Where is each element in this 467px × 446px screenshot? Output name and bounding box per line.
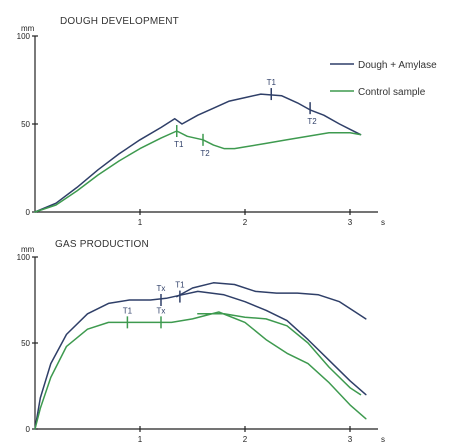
series-line-extra-3 (197, 313, 362, 396)
marker-label-t1: T1 (123, 306, 133, 315)
marker-label-t2: T2 (307, 117, 317, 126)
x-axis-label: s (381, 435, 385, 444)
x-tick-label-1: 1 (138, 218, 143, 227)
y-tick-label-100: 100 (17, 32, 31, 41)
gas-production-title: GAS PRODUCTION (55, 239, 149, 250)
x-tick-label-1: 1 (138, 435, 143, 444)
legend-label-control-sample: Control sample (358, 87, 426, 98)
dough-development-panel: DOUGH DEVELOPMENT Dough + Amylase Contro… (17, 16, 437, 227)
x-tick-label-2: 2 (243, 435, 248, 444)
y-axis-label: mm (21, 24, 35, 33)
y-tick-label-50: 50 (21, 120, 30, 129)
x-tick-label-3: 3 (348, 435, 353, 444)
series-line-extra-2 (176, 282, 367, 320)
series-line-control-sample (34, 311, 367, 430)
x-tick-label-3: 3 (348, 218, 353, 227)
marker-label-t1: T1 (174, 140, 184, 149)
x-tick-label-2: 2 (243, 218, 248, 227)
series-line-dough-amylase (34, 93, 362, 213)
y-tick-label-0: 0 (26, 208, 31, 217)
marker-label-tx: Tx (157, 284, 166, 293)
marker-label-t1: T1 (175, 281, 185, 290)
marker-label-t1: T1 (267, 78, 277, 87)
marker-label-tx: Tx (157, 306, 166, 315)
legend: Dough + Amylase Control sample (330, 60, 437, 98)
y-axis-label: mm (21, 245, 35, 254)
y-tick-label-50: 50 (21, 339, 30, 348)
series-line-control-sample (34, 130, 362, 213)
y-tick-label-0: 0 (26, 425, 31, 434)
dough-development-title: DOUGH DEVELOPMENT (60, 16, 179, 27)
legend-label-dough-amylase: Dough + Amylase (358, 60, 437, 71)
marker-label-t2: T2 (200, 149, 210, 158)
series-line-dough-amylase (34, 290, 367, 430)
x-axis-label: s (381, 218, 385, 227)
y-tick-label-100: 100 (17, 253, 31, 262)
